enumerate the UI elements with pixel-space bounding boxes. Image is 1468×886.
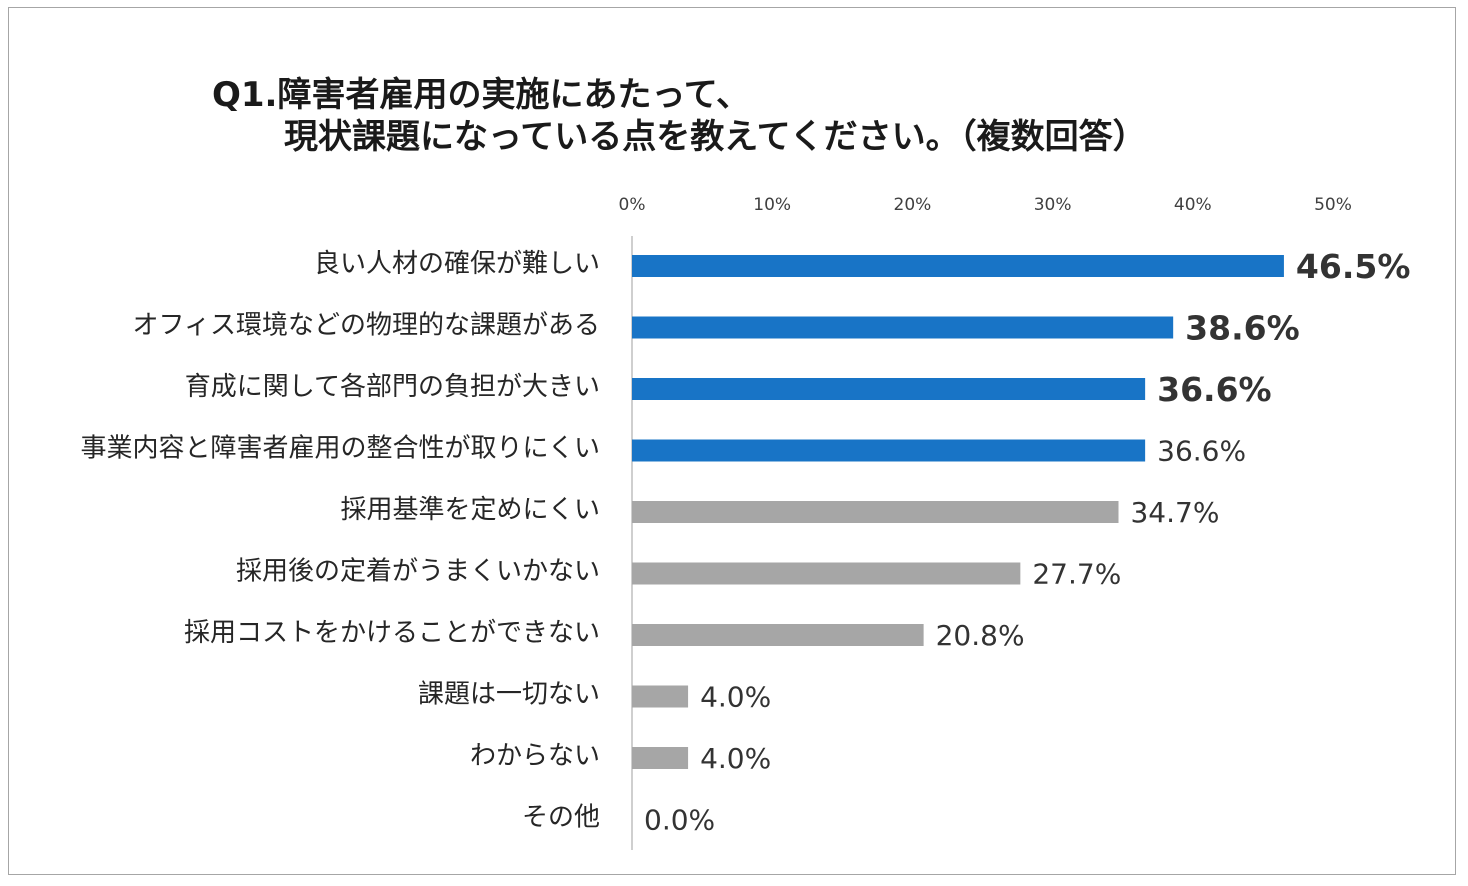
category-label: オフィス環境などの物理的な課題がある (133, 311, 600, 341)
category-label: 採用コストをかけることができない (184, 618, 600, 648)
x-tick-label: 30% (1034, 195, 1072, 215)
category-label: 良い人材の確保が難しい (314, 249, 600, 279)
value-label: 4.0% (700, 742, 771, 775)
value-label: 46.5% (1296, 247, 1411, 286)
value-label: 20.8% (936, 619, 1025, 652)
bar (632, 501, 1119, 523)
bar (632, 624, 924, 646)
value-labels: 46.5% 38.6% 36.6% 36.6% 34.7% 27.7%20.8% 4.0% 4… (644, 247, 1410, 837)
value-label: 4.0% (700, 681, 771, 714)
bar (632, 439, 1146, 462)
value-label: 34.7% (1130, 496, 1219, 529)
chart-title-line1: Q1.障害者雇用の実施にあたって、 (212, 75, 751, 115)
bar (632, 685, 689, 708)
value-label: 36.6% (1157, 435, 1246, 468)
value-label: 36.6% (1157, 370, 1272, 409)
bar (632, 378, 1146, 400)
bar (632, 255, 1284, 277)
x-tick-label: 50% (1314, 195, 1352, 215)
category-labels: 良い人材の確保が難しいオフィス環境などの物理的な課題がある育成に関して各部門の負… (81, 249, 600, 833)
bar (632, 562, 1021, 585)
bar (632, 316, 1174, 339)
category-label: 事業内容と障害者雇用の整合性が取りにくい (81, 434, 600, 464)
bar (632, 747, 689, 769)
value-label: 27.7% (1032, 558, 1121, 591)
x-tick-label: 20% (894, 195, 932, 215)
category-label: わからない (470, 741, 600, 771)
category-label: 課題は一切ない (418, 680, 600, 710)
chart-title-line2: 現状課題になっている点を教えてください。（複数回答） (284, 117, 1147, 157)
x-tick-label: 40% (1174, 195, 1212, 215)
bars (632, 255, 1284, 769)
category-label: その他 (522, 803, 600, 833)
x-tick-label: 0% (619, 195, 646, 215)
category-label: 採用基準を定めにくい (341, 495, 600, 525)
category-label: 採用後の定着がうまくいかない (236, 557, 600, 587)
category-label: 育成に関して各部門の負担が大きい (185, 372, 600, 402)
chart-title: Q1.障害者雇用の実施にあたって、 現状課題になっている点を教えてください。（複… (212, 74, 1147, 158)
value-label: 38.6% (1185, 309, 1300, 348)
x-tick-label: 10% (753, 195, 791, 215)
value-label: 0.0% (644, 804, 715, 837)
